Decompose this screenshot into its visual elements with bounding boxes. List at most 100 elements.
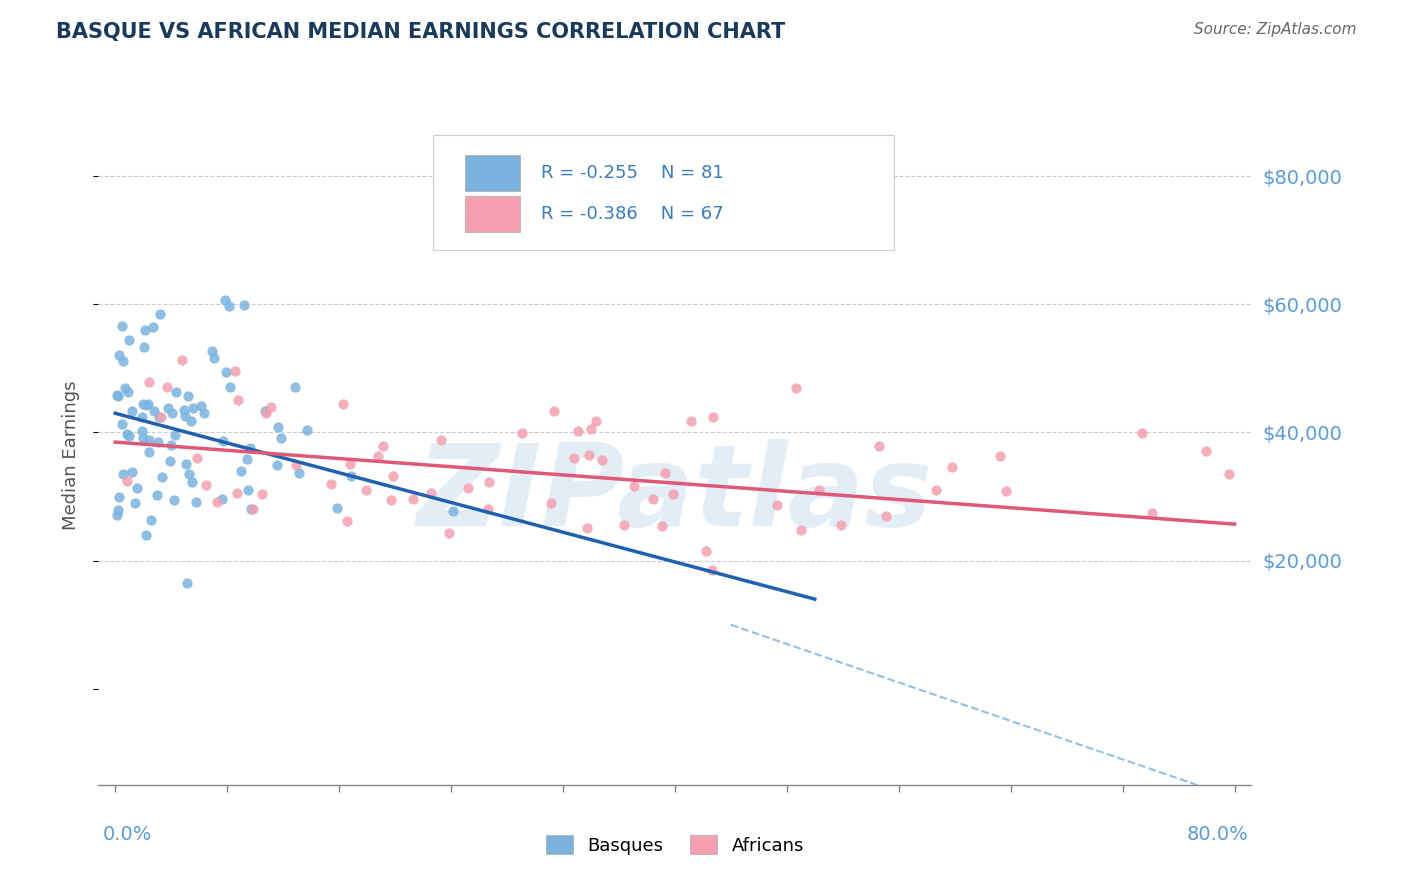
Point	[354, 483, 377, 498]
Point	[267, 420, 290, 434]
Point	[233, 298, 256, 312]
Point	[141, 512, 163, 526]
Point	[174, 409, 197, 423]
Point	[270, 431, 292, 445]
Point	[575, 521, 598, 535]
Point	[121, 404, 143, 418]
Point	[110, 318, 132, 333]
Point	[578, 448, 600, 462]
Point	[1195, 444, 1218, 458]
Point	[236, 451, 259, 466]
Point	[1130, 426, 1153, 441]
Point	[297, 423, 319, 437]
Point	[326, 500, 349, 515]
Point	[510, 425, 533, 440]
Point	[654, 466, 676, 480]
Point	[567, 425, 589, 439]
Point	[579, 422, 602, 436]
Point	[132, 397, 155, 411]
Point	[477, 501, 499, 516]
Point	[150, 410, 173, 425]
Point	[613, 517, 636, 532]
Point	[340, 469, 363, 483]
Point	[131, 424, 153, 438]
Point	[107, 389, 129, 403]
Text: BASQUE VS AFRICAN MEDIAN EARNINGS CORRELATION CHART: BASQUE VS AFRICAN MEDIAN EARNINGS CORREL…	[56, 22, 786, 42]
Point	[214, 293, 236, 307]
Point	[201, 343, 224, 358]
Point	[941, 460, 963, 475]
Point	[430, 433, 453, 447]
Y-axis label: Median Earnings: Median Earnings	[62, 380, 80, 530]
Text: 80.0%: 80.0%	[1187, 825, 1249, 844]
Point	[226, 485, 249, 500]
Point	[641, 491, 664, 506]
Point	[242, 502, 264, 516]
Point	[830, 518, 852, 533]
Point	[988, 449, 1011, 463]
Point	[156, 380, 179, 394]
Point	[150, 469, 173, 483]
Point	[371, 439, 394, 453]
Point	[127, 482, 149, 496]
Point	[163, 492, 186, 507]
Point	[1142, 506, 1164, 520]
Point	[367, 450, 389, 464]
Point	[381, 469, 404, 483]
Point	[149, 306, 172, 320]
Point	[136, 397, 159, 411]
Point	[623, 479, 645, 493]
Point	[135, 528, 157, 542]
Point	[138, 375, 160, 389]
Point	[224, 364, 246, 378]
Point	[218, 299, 240, 313]
Point	[662, 487, 685, 501]
Point	[118, 428, 141, 442]
Point	[215, 365, 238, 379]
Text: R = -0.255    N = 81: R = -0.255 N = 81	[541, 164, 724, 182]
Point	[250, 487, 273, 501]
Point	[808, 483, 831, 497]
Point	[134, 323, 156, 337]
Point	[105, 508, 128, 523]
Point	[121, 465, 143, 479]
Point	[995, 484, 1018, 499]
Point	[478, 475, 501, 489]
Point	[260, 400, 283, 414]
Point	[115, 426, 138, 441]
Point	[186, 450, 208, 465]
Point	[336, 514, 359, 528]
Point	[105, 388, 128, 402]
Point	[785, 381, 807, 395]
Point	[146, 488, 169, 502]
Point	[157, 401, 180, 416]
Point	[117, 384, 139, 399]
Point	[148, 435, 170, 450]
Text: Source: ZipAtlas.com: Source: ZipAtlas.com	[1194, 22, 1357, 37]
Point	[875, 508, 897, 523]
Point	[107, 348, 129, 362]
Point	[457, 481, 479, 495]
Point	[202, 351, 225, 366]
Point	[239, 441, 262, 455]
Point	[253, 404, 276, 418]
Point	[766, 498, 789, 512]
Text: 0.0%: 0.0%	[103, 825, 152, 844]
Point	[124, 496, 146, 510]
Point	[266, 458, 288, 473]
Point	[138, 434, 160, 448]
Bar	[465, 195, 520, 232]
Point	[165, 384, 187, 399]
Point	[228, 392, 250, 407]
Point	[288, 467, 311, 481]
Point	[134, 398, 156, 412]
Point	[114, 381, 136, 395]
Point	[205, 495, 228, 509]
Point	[165, 427, 187, 442]
Point	[173, 403, 195, 417]
Point	[172, 353, 194, 368]
Point	[651, 518, 673, 533]
Point	[111, 467, 134, 481]
Point	[240, 502, 263, 516]
FancyBboxPatch shape	[433, 135, 894, 251]
